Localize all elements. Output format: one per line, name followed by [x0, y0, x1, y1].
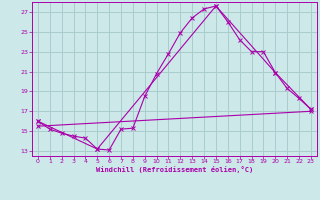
X-axis label: Windchill (Refroidissement éolien,°C): Windchill (Refroidissement éolien,°C): [96, 166, 253, 173]
